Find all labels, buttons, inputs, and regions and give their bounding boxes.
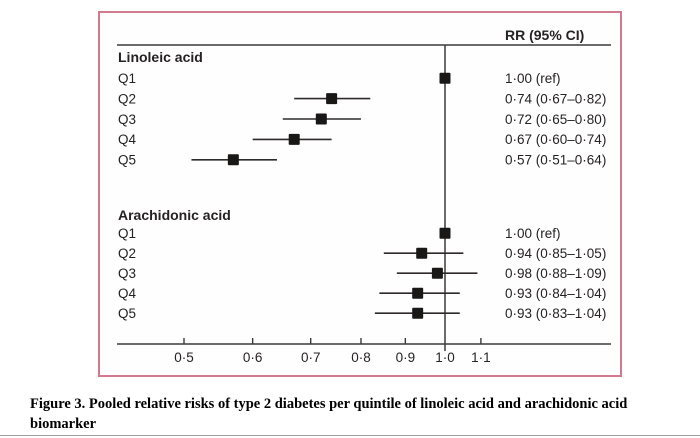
point-estimate <box>412 307 424 319</box>
row-label: Q3 <box>118 266 136 281</box>
x-tick-label: 0·8 <box>351 350 371 365</box>
row-label: Q2 <box>118 246 136 261</box>
rr-value: 0·94 (0·85–1·05) <box>505 246 606 261</box>
forest-plot-panel: 0·5 0·6 0·7 0·8 0·9 1·0 1·1 RR (95% CI) Linoleic… <box>98 11 622 377</box>
row-label: Q5 <box>118 306 136 321</box>
rr-value: 0·93 (0·83–1·04) <box>505 306 606 321</box>
row-label: Q5 <box>118 153 136 168</box>
x-tick-label: 0·5 <box>174 350 194 365</box>
column-header: RR (95% CI) <box>505 27 584 43</box>
group-label: Linoleic acid <box>118 49 203 65</box>
forest-plot: 0·5 0·6 0·7 0·8 0·9 1·0 1·1 RR (95% CI) Linoleic… <box>117 27 611 365</box>
row-label: Q3 <box>118 112 136 127</box>
row-label: Q4 <box>118 132 137 147</box>
x-tick-label: 0·6 <box>243 350 263 365</box>
point-estimate <box>416 247 428 259</box>
point-estimate <box>315 113 327 125</box>
point-estimate <box>431 267 443 279</box>
point-estimate <box>439 227 451 239</box>
group-label: Arachidonic acid <box>118 207 231 223</box>
row-label: Q4 <box>118 286 137 301</box>
rr-value: 1·00 (ref) <box>505 71 561 86</box>
x-tick-label: 1·0 <box>435 350 455 365</box>
point-estimate <box>227 154 239 166</box>
x-tick-label: 0·9 <box>396 350 416 365</box>
x-tick-label: 1·1 <box>471 350 491 365</box>
rr-value: 0·67 (0·60–0·74) <box>505 132 606 147</box>
rr-value: 0·98 (0·88–1·09) <box>505 266 606 281</box>
row-label: Q2 <box>118 91 136 106</box>
rr-value: 1·00 (ref) <box>505 226 561 241</box>
figure-caption-line2: biomarker <box>30 416 97 432</box>
rr-value: 0·57 (0·51–0·64) <box>505 153 606 168</box>
rr-value: 0·72 (0·65–0·80) <box>505 112 606 127</box>
rr-value: 0·93 (0·84–1·04) <box>505 286 606 301</box>
point-estimate <box>288 133 300 145</box>
rr-value: 0·74 (0·67–0·82) <box>505 91 606 106</box>
bottom-divider <box>0 435 700 436</box>
x-tick-label: 0·7 <box>301 350 321 365</box>
point-estimate <box>326 93 338 105</box>
point-estimate <box>412 287 424 299</box>
row-label: Q1 <box>118 226 136 241</box>
figure-caption-line1: Figure 3. Pooled relative risks of type … <box>30 396 628 412</box>
point-estimate <box>439 72 451 84</box>
figure-caption: Figure 3. Pooled relative risks of type … <box>30 394 698 434</box>
row-label: Q1 <box>118 71 136 86</box>
